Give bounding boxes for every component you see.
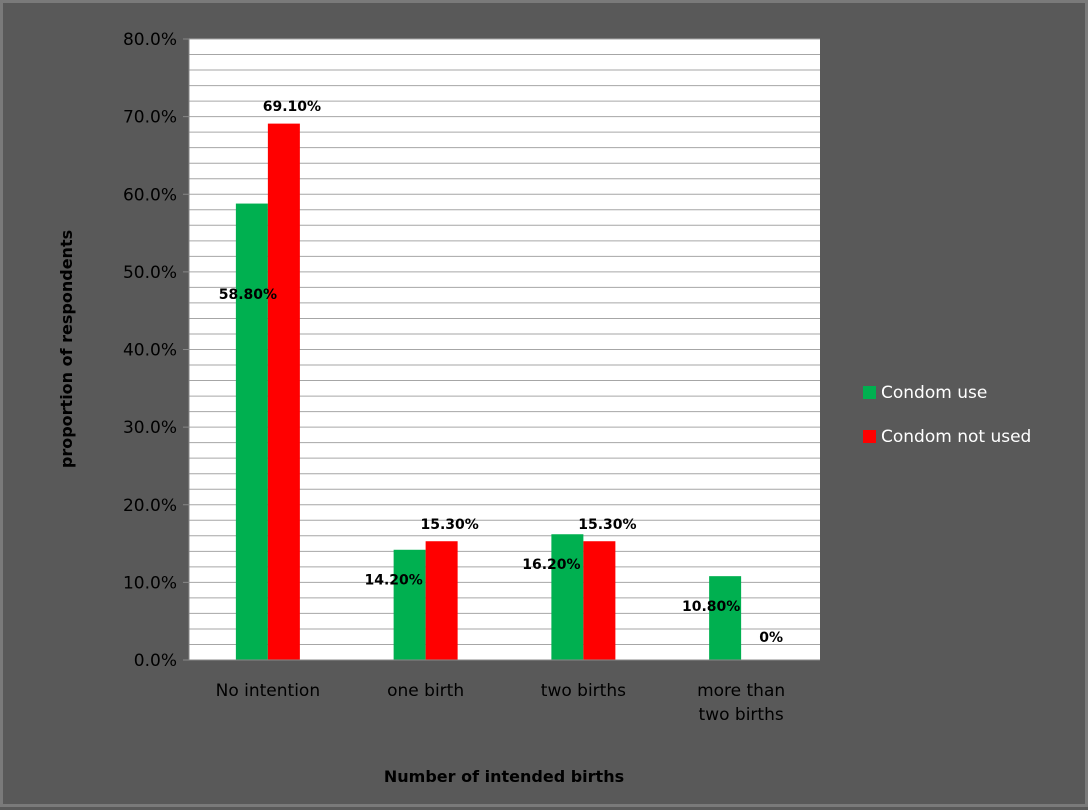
x-tick-labels: No intention one birth two births more than… — [216, 681, 786, 725]
legend: Condom use Condom not used — [863, 383, 1031, 447]
y-tick-label: 0.0% — [134, 651, 177, 671]
legend-swatch — [863, 430, 876, 443]
bar-condom-not-used — [583, 541, 615, 660]
x-tick-label: two births — [699, 705, 784, 725]
bar-condom-use — [236, 204, 268, 660]
bar-condom-use — [551, 534, 583, 660]
y-tick-label: 50.0% — [123, 263, 177, 283]
y-tick-labels: 0.0% 10.0% 20.0% 30.0% 40.0% 50.0% 60.0% 70.0% 8… — [123, 30, 189, 671]
bar-condom-not-used — [268, 124, 300, 660]
data-label: 14.20% — [364, 573, 422, 589]
x-tick-label: more than — [697, 681, 785, 701]
y-tick-label: 60.0% — [123, 185, 177, 205]
data-label: 58.80% — [219, 287, 277, 303]
bar-condom-use — [394, 550, 426, 660]
data-label: 0% — [759, 630, 783, 646]
data-label: 16.20% — [522, 557, 580, 573]
x-tick-label: two births — [541, 681, 626, 701]
bar-condom-not-used — [426, 541, 458, 660]
y-tick-label: 20.0% — [123, 496, 177, 516]
x-tick-label: No intention — [216, 681, 320, 701]
data-label: 10.80% — [682, 599, 740, 615]
bar-chart: 0.0% 10.0% 20.0% 30.0% 40.0% 50.0% 60.0% 70.0% 8… — [3, 3, 1088, 810]
bar-condom-use — [709, 576, 741, 660]
x-tick-label: one birth — [387, 681, 464, 701]
data-label: 15.30% — [578, 517, 636, 533]
legend-label: Condom use — [881, 383, 987, 403]
y-axis-title: proportion of respondents — [57, 230, 76, 468]
y-tick-label: 40.0% — [123, 341, 177, 361]
y-tick-label: 70.0% — [123, 108, 177, 128]
y-tick-label: 10.0% — [123, 573, 177, 593]
legend-label: Condom not used — [881, 427, 1031, 447]
x-axis-title: Number of intended births — [384, 767, 624, 786]
data-label: 15.30% — [420, 517, 478, 533]
y-tick-label: 30.0% — [123, 418, 177, 438]
legend-swatch — [863, 386, 876, 399]
y-tick-label: 80.0% — [123, 30, 177, 50]
data-label: 69.10% — [263, 99, 321, 115]
